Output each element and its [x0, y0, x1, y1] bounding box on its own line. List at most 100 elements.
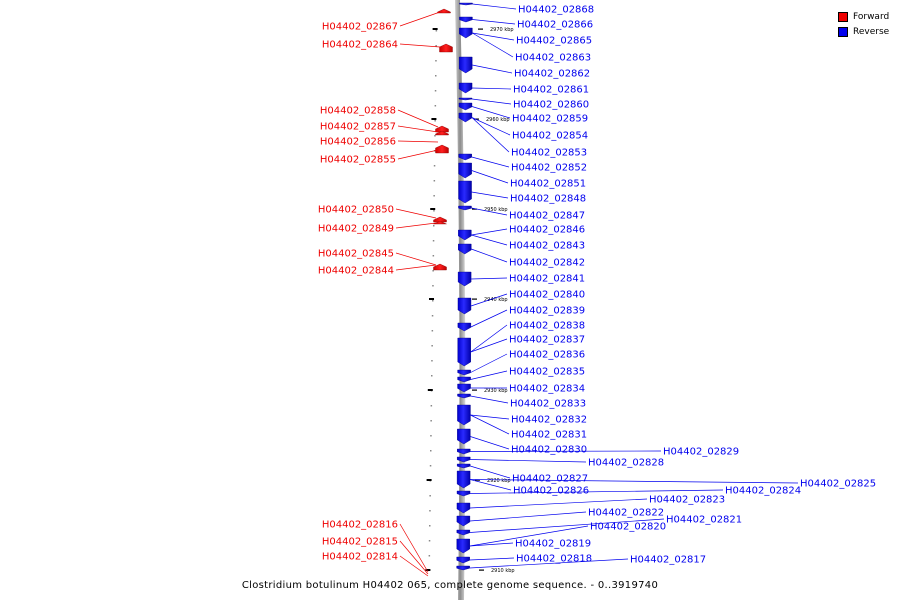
reverse-gene-label[interactable]: H04402_02828: [588, 458, 664, 469]
reverse-gene-label[interactable]: H04402_02825: [800, 479, 876, 490]
reverse-gene-block[interactable]: [456, 463, 471, 469]
forward-gene-label[interactable]: H04402_02864: [322, 40, 398, 51]
reverse-gene-label[interactable]: H04402_02830: [511, 445, 587, 456]
reverse-gene-label[interactable]: H04402_02846: [509, 225, 585, 236]
reverse-gene-block[interactable]: [457, 383, 471, 393]
reverse-gene-block[interactable]: [456, 565, 470, 571]
reverse-gene-label[interactable]: H04402_02868: [518, 5, 594, 16]
forward-gene-label[interactable]: H04402_02844: [318, 266, 394, 277]
reverse-gene-block[interactable]: [458, 162, 472, 179]
reverse-gene-label[interactable]: H04402_02841: [509, 274, 585, 285]
reverse-gene-block[interactable]: [458, 97, 473, 101]
small-tick-dots: [428, 30, 438, 557]
reverse-gene-block[interactable]: [456, 538, 470, 554]
forward-gene-block[interactable]: [433, 216, 447, 223]
reverse-gene-block[interactable]: [457, 393, 471, 399]
reverse-gene-block[interactable]: [458, 82, 473, 94]
reverse-gene-label[interactable]: H04402_02821: [666, 515, 742, 526]
forward-gene-block[interactable]: [437, 8, 451, 14]
reverse-gene-block[interactable]: [457, 428, 471, 445]
forward-gene-block[interactable]: [433, 263, 447, 271]
reverse-gene-block[interactable]: [457, 297, 472, 315]
forward-gene-label[interactable]: H04402_02850: [318, 205, 394, 216]
reverse-gene-block[interactable]: [458, 180, 472, 204]
reverse-gene-label[interactable]: H04402_02834: [509, 384, 585, 395]
forward-gene-label[interactable]: H04402_02855: [320, 155, 396, 166]
reverse-gene-label[interactable]: H04402_02837: [509, 335, 585, 346]
reverse-gene-label[interactable]: H04402_02820: [590, 522, 666, 533]
reverse-gene-block[interactable]: [456, 529, 471, 536]
reverse-gene-block[interactable]: [457, 369, 471, 376]
reverse-gene-label[interactable]: H04402_02829: [663, 447, 739, 458]
reverse-gene-block[interactable]: [457, 337, 471, 367]
forward-gene-label[interactable]: H04402_02858: [320, 106, 396, 117]
reverse-gene-label[interactable]: H04402_02833: [510, 399, 586, 410]
forward-gene-block[interactable]: [439, 43, 453, 53]
reverse-gene-label[interactable]: H04402_02836: [509, 350, 585, 361]
reverse-gene-label[interactable]: H04402_02824: [725, 486, 801, 497]
reverse-gene-label[interactable]: H04402_02854: [512, 131, 588, 142]
reverse-gene-label[interactable]: H04402_02853: [511, 148, 587, 159]
reverse-gene-block[interactable]: [458, 112, 473, 123]
forward-gene-block[interactable]: [435, 130, 449, 136]
forward-gene-label[interactable]: H04402_02857: [320, 122, 396, 133]
reverse-gene-label[interactable]: H04402_02817: [630, 555, 706, 566]
reverse-gene-label[interactable]: H04402_02863: [515, 53, 591, 64]
reverse-gene-block[interactable]: [457, 322, 472, 332]
reverse-gene-label[interactable]: H04402_02822: [588, 508, 664, 519]
reverse-gene-block[interactable]: [456, 556, 470, 564]
reverse-gene-block[interactable]: [458, 229, 472, 241]
reverse-gene-label[interactable]: H04402_02860: [513, 100, 589, 111]
reverse-gene-label[interactable]: H04402_02827: [512, 474, 588, 485]
reverse-gene-label[interactable]: H04402_02826: [513, 486, 589, 497]
forward-gene-label[interactable]: H04402_02814: [322, 552, 398, 563]
reverse-gene-block[interactable]: [457, 456, 471, 463]
reverse-gene-block[interactable]: [457, 448, 471, 455]
forward-gene-block[interactable]: [435, 125, 449, 133]
reverse-gene-label[interactable]: H04402_02865: [516, 36, 592, 47]
reverse-gene-label[interactable]: H04402_02819: [515, 539, 591, 550]
reverse-gene-blocks: [456, 2, 473, 571]
reverse-gene-label[interactable]: H04402_02823: [649, 495, 725, 506]
reverse-gene-block[interactable]: [458, 102, 473, 111]
forward-gene-label[interactable]: H04402_02867: [322, 22, 398, 33]
reverse-gene-label[interactable]: H04402_02859: [512, 114, 588, 125]
forward-gene-label[interactable]: H04402_02815: [322, 537, 398, 548]
reverse-gene-block[interactable]: [458, 243, 472, 255]
reverse-gene-block[interactable]: [458, 205, 472, 211]
forward-gene-label[interactable]: H04402_02849: [318, 224, 394, 235]
reverse-gene-label[interactable]: H04402_02861: [513, 85, 589, 96]
forward-gene-label[interactable]: H04402_02816: [322, 520, 398, 531]
reverse-gene-label[interactable]: H04402_02839: [509, 306, 585, 317]
reverse-gene-label[interactable]: H04402_02851: [510, 179, 586, 190]
reverse-gene-label[interactable]: H04402_02862: [514, 69, 590, 80]
reverse-gene-block[interactable]: [457, 404, 471, 426]
reverse-gene-label[interactable]: H04402_02818: [516, 554, 592, 565]
reverse-gene-block[interactable]: [456, 502, 471, 514]
forward-gene-block[interactable]: [435, 144, 449, 154]
reverse-gene-label[interactable]: H04402_02842: [509, 258, 585, 269]
reverse-gene-label[interactable]: H04402_02832: [511, 415, 587, 426]
reverse-gene-label[interactable]: H04402_02831: [511, 430, 587, 441]
reverse-gene-block[interactable]: [457, 271, 472, 287]
reverse-gene-block[interactable]: [459, 27, 473, 39]
reverse-gene-block[interactable]: [459, 16, 473, 23]
reverse-gene-label[interactable]: H04402_02835: [509, 367, 585, 378]
forward-gene-label[interactable]: H04402_02845: [318, 249, 394, 260]
reverse-gene-label[interactable]: H04402_02843: [509, 241, 585, 252]
reverse-gene-block[interactable]: [456, 515, 471, 527]
reverse-gene-block[interactable]: [456, 470, 471, 489]
reverse-gene-block[interactable]: [458, 153, 472, 161]
reverse-gene-label[interactable]: H04402_02852: [511, 163, 587, 174]
reverse-gene-block[interactable]: [456, 490, 471, 497]
forward-gene-block[interactable]: [433, 220, 447, 225]
forward-gene-label[interactable]: H04402_02856: [320, 137, 396, 148]
reverse-gene-block[interactable]: [457, 376, 471, 383]
reverse-gene-label[interactable]: H04402_02847: [509, 211, 585, 222]
reverse-gene-label[interactable]: H04402_02866: [517, 20, 593, 31]
reverse-gene-block[interactable]: [459, 2, 473, 6]
reverse-gene-block[interactable]: [458, 56, 473, 74]
reverse-gene-label[interactable]: H04402_02848: [510, 194, 586, 205]
reverse-gene-label[interactable]: H04402_02840: [509, 290, 585, 301]
reverse-gene-label[interactable]: H04402_02838: [509, 321, 585, 332]
